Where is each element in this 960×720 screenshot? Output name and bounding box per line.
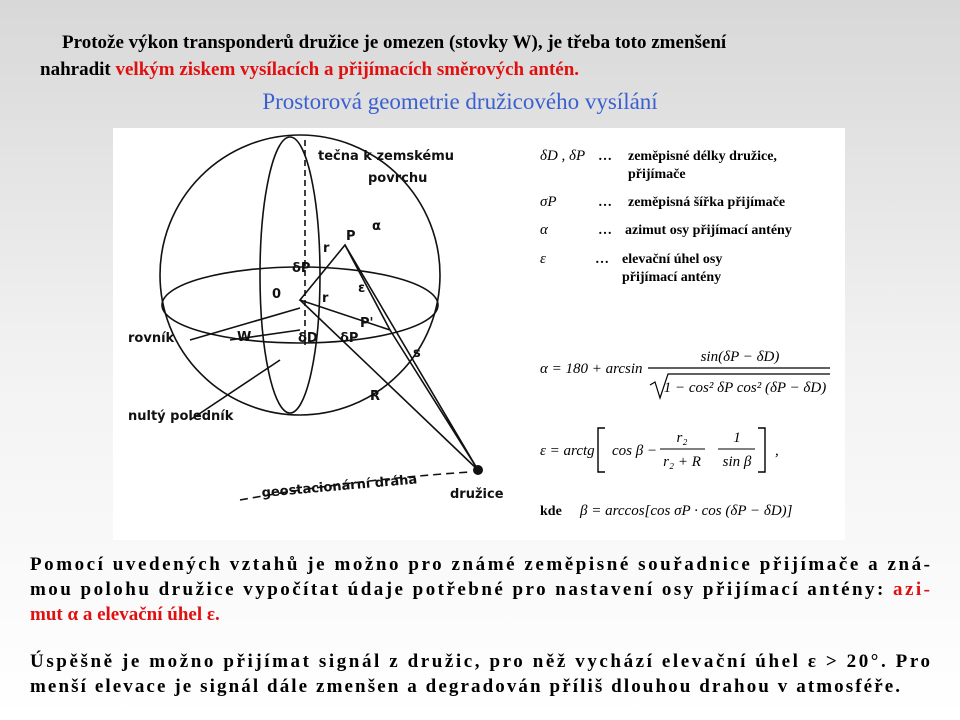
text: nahradit (40, 59, 116, 80)
label: P' (360, 316, 374, 331)
label: 0 (272, 287, 281, 302)
label: W (237, 330, 251, 345)
equator-line (161, 266, 439, 344)
text: přijímací antény (622, 270, 721, 285)
paragraph-line: mut α a elevační úhel ε. (30, 604, 220, 625)
formula: , (775, 443, 779, 459)
symbol: δD , δP (540, 148, 585, 164)
intro-line: Protože výkon transponderů družice je om… (62, 32, 727, 53)
text: přijímače (628, 167, 686, 182)
paragraph-line: Pomocí uvedených vztahů je možno pro zná… (30, 554, 930, 575)
label: povrchu (368, 171, 427, 186)
formula: r₂ + R (663, 454, 701, 470)
highlight: velkým ziskem vysílacích a přijímacích s… (116, 59, 580, 80)
formula: ε = arctg (540, 443, 595, 459)
formula: sin(δP − δD) (701, 349, 780, 365)
formula: cos β − (612, 443, 657, 459)
rays (299, 244, 479, 471)
symbol: ε (540, 251, 546, 267)
highlight: azi- (893, 579, 930, 600)
label: r (323, 241, 330, 256)
label: r (322, 291, 329, 306)
label: δD (298, 331, 318, 346)
dots: … (598, 223, 612, 238)
sqrt-sign (649, 373, 830, 400)
formula: r₂ (676, 430, 687, 446)
dots: … (595, 252, 609, 267)
earth (159, 134, 441, 416)
label: rovník (128, 331, 175, 346)
formula: α = 180 + arcsin (540, 361, 643, 377)
paragraph-line: menší elevace je signál dále zmenšen a d… (30, 676, 900, 697)
formulas: α = 180 + arcsin sin(δP − δD) 1 − cos² δ… (540, 349, 830, 519)
label: R (370, 389, 380, 404)
symbol: σP (540, 194, 557, 210)
label: nultý poledník (128, 409, 234, 424)
label: α (372, 219, 381, 234)
text: Pomocí uvedených vztahů je možno pro zná… (30, 554, 930, 575)
label: δP (340, 331, 358, 346)
dots: … (598, 195, 612, 210)
formula: β = arccos[cos σP · cos (δP − δD)] (579, 503, 793, 519)
title: Prostorová geometrie družicového vysílán… (262, 89, 658, 114)
satellite-dot (473, 465, 483, 475)
text: elevační úhel osy (622, 252, 722, 267)
label: tečna k zemskému (318, 149, 454, 164)
formula: kde (540, 504, 562, 519)
legend: δD , δP … zeměpisné délky družice, přijí… (540, 148, 792, 285)
text: zeměpisná šířka přijímače (628, 195, 785, 210)
pointers (189, 307, 301, 421)
label: s (413, 346, 421, 361)
text: azimut osy přijímací antény (625, 223, 792, 238)
label: δP (292, 261, 310, 276)
text: menší elevace je signál dále zmenšen a d… (30, 676, 900, 697)
text: Protože výkon transponderů družice je om… (62, 32, 727, 53)
formula: sin β (723, 454, 752, 470)
intro-line: nahradit velkým ziskem vysílacích a přij… (40, 59, 579, 80)
dots: … (598, 149, 612, 164)
brackets (597, 427, 766, 473)
figure-panel (113, 128, 845, 540)
highlight: mut α a elevační úhel ε. (30, 604, 220, 625)
formula: 1 − cos² δP cos² (δP − δD) (664, 380, 827, 396)
label: družice (450, 487, 504, 502)
diagram (159, 134, 483, 501)
orbit-line (239, 471, 471, 501)
text: mou polohu družice vypočítat údaje potře… (30, 579, 891, 600)
triangle (298, 243, 392, 332)
symbol: α (540, 222, 549, 238)
formula: 1 (733, 430, 741, 446)
label: ε (358, 281, 365, 296)
label: P (346, 229, 356, 244)
paragraph-line: mou polohu družice vypočítat údaje potře… (30, 579, 930, 600)
text: zeměpisné délky družice, (628, 149, 777, 164)
